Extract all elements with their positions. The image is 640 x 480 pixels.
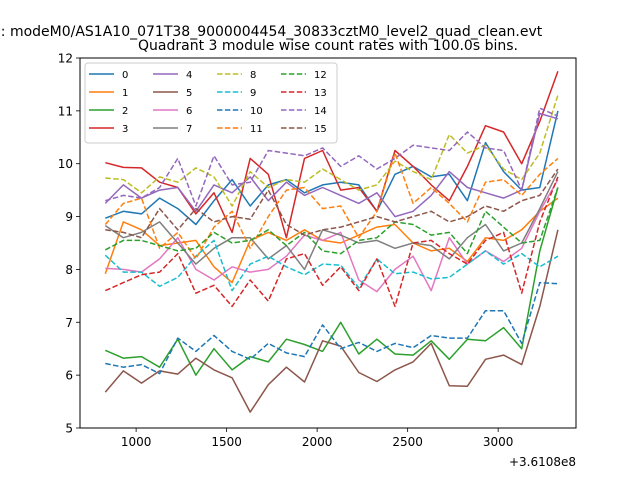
legend-label-6: 6 [186, 106, 192, 117]
y-tick-label: 6 [65, 369, 73, 383]
legend-label-10: 10 [250, 106, 263, 117]
y-tick-label: 9 [65, 210, 73, 224]
x-tick-label: 2000 [302, 435, 333, 449]
y-axis: 5 6 7 8 9 10 11 12 [58, 52, 80, 436]
series-line-13 [104, 176, 559, 308]
series-line-15 [105, 168, 559, 239]
legend-label-3: 3 [122, 124, 128, 135]
series-line-0 [105, 110, 559, 226]
legend-label-14: 14 [314, 106, 327, 117]
y-tick-label: 10 [58, 157, 73, 171]
legend-label-2: 2 [122, 106, 128, 117]
y-tick-label: 5 [65, 422, 73, 436]
y-tick-label: 12 [58, 52, 73, 66]
series-line-9 [104, 239, 559, 292]
chart-title: Quadrant 3 module wise count rates with … [138, 38, 518, 54]
y-tick-label: 8 [65, 263, 73, 277]
plot-frame [79, 57, 577, 429]
x-tick-label: 1000 [121, 435, 152, 449]
legend-label-4: 4 [186, 70, 192, 81]
legend-label-0: 0 [122, 70, 128, 81]
series-line-12 [104, 187, 559, 255]
legend-box [84, 62, 338, 144]
series-line-11 [104, 152, 559, 260]
legend-label-7: 7 [186, 124, 192, 135]
series-layer [104, 70, 559, 413]
figure-suptitle: In file: modeM0/AS1A10_071T38_9000004454… [0, 24, 543, 40]
series-line-4 [104, 112, 559, 218]
series-line-8 [105, 94, 559, 207]
legend-label-12: 12 [314, 70, 327, 81]
legend-label-5: 5 [186, 88, 192, 99]
legend-label-11: 11 [250, 124, 263, 135]
x-axis-offset-label: +3.6108e8 [509, 455, 576, 469]
legend-label-13: 13 [314, 88, 327, 99]
legend-label-1: 1 [122, 88, 128, 99]
x-tick-label: 2500 [392, 435, 423, 449]
x-tick-label: 3000 [483, 435, 514, 449]
y-tick-label: 7 [65, 316, 73, 330]
series-line-14 [105, 107, 559, 207]
series-line-7 [104, 171, 559, 271]
x-axis: 1000 1500 2000 2500 3000 [121, 428, 514, 449]
series-line-5 [104, 229, 559, 413]
x-tick-label: 1500 [211, 435, 242, 449]
series-line-10 [105, 281, 558, 375]
legend-label-9: 9 [250, 88, 256, 99]
legend-label-15: 15 [314, 124, 327, 135]
legend-label-8: 8 [250, 70, 256, 81]
y-tick-label: 11 [58, 104, 73, 118]
